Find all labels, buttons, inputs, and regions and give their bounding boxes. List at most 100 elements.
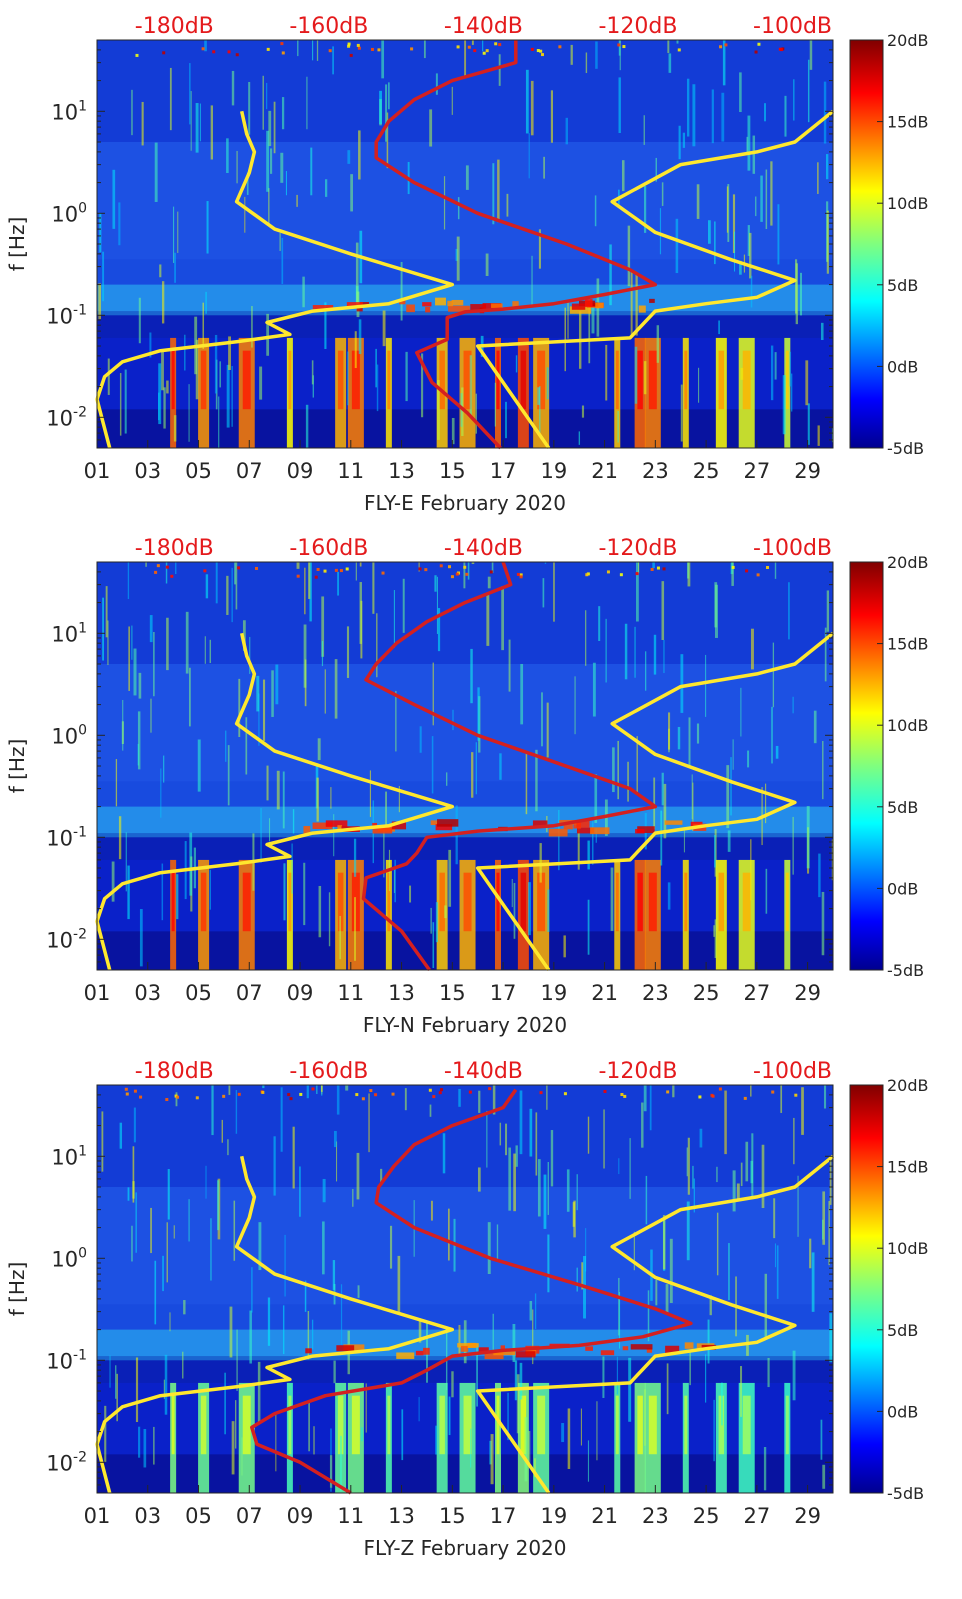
x-tick-label: 25: [693, 1504, 720, 1528]
y-tick-label: 100: [51, 722, 87, 748]
top-db-label: -160dB: [289, 1059, 368, 1084]
spectrogram-panel-1: 10-2 10-1 100 101 01 03 05 07 09 11 13 15 17 19 21 23 25…: [5, 14, 929, 515]
y-tick-label: 100: [51, 200, 87, 226]
x-tick-label: 21: [591, 459, 618, 483]
x-tick-label: 05: [185, 981, 212, 1005]
x-tick-label: 25: [693, 981, 720, 1005]
x-tick-label: 07: [236, 1504, 263, 1528]
red-psd-curve: [361, 561, 658, 972]
colorbar-tick-label: 10dB: [887, 716, 929, 735]
top-db-label: -140dB: [444, 14, 523, 39]
x-tick-label: 27: [743, 981, 770, 1005]
x-tick-label: 17: [490, 1504, 517, 1528]
colorbar-tick-label: 15dB: [887, 113, 929, 132]
x-tick-label: 03: [134, 459, 161, 483]
x-tick-label: 19: [540, 981, 567, 1005]
y-tick-label: 10-1: [46, 1347, 87, 1373]
colorbar-tick-label: 5dB: [887, 276, 918, 295]
x-axis-label: FLY-N February 2020: [363, 1013, 567, 1037]
colorbar-tick-label: 0dB: [887, 1402, 918, 1421]
yellow-noise-model-curve: [475, 1154, 835, 1495]
y-tick-label: 101: [51, 98, 87, 124]
x-tick-label: 15: [439, 1504, 466, 1528]
red-psd-curve: [250, 1088, 693, 1495]
yellow-noise-model-curve: [95, 632, 455, 971]
y-axis-label: f [Hz]: [5, 1262, 29, 1317]
x-tick-label: 01: [84, 981, 111, 1005]
y-tick-label: 10-2: [46, 926, 87, 952]
x-tick-label: 27: [743, 459, 770, 483]
x-tick-label: 23: [642, 459, 669, 483]
colorbar-tick-label: 0dB: [887, 357, 918, 376]
colorbar: 20dB 15dB 10dB 5dB 0dB -5dB: [849, 553, 929, 980]
x-tick-label: 11: [337, 1504, 364, 1528]
x-tick-label: 19: [540, 459, 567, 483]
heatmap-field: [97, 562, 834, 970]
x-tick-label: 05: [185, 1504, 212, 1528]
x-tick-label: 05: [185, 459, 212, 483]
colorbar-tick-label: -5dB: [887, 1484, 924, 1503]
y-tick-label: 10-1: [46, 824, 87, 850]
y-tick-label: 10-1: [46, 302, 87, 328]
y-tick-label: 10-2: [46, 1449, 87, 1475]
colorbar-tick-label: 0dB: [887, 879, 918, 898]
x-tick-label: 21: [591, 981, 618, 1005]
y-axis-label: f [Hz]: [5, 217, 29, 272]
top-db-label: -140dB: [444, 1059, 523, 1084]
x-tick-label: 13: [388, 459, 415, 483]
heatmap-field: [97, 40, 834, 448]
x-tick-label: 03: [134, 1504, 161, 1528]
colorbar-tick-label: 20dB: [887, 31, 929, 50]
spectrogram-panel-3: 10-2 10-1 100 101 01 03 05 07 09 11 13 15 17 19 21 23 25…: [5, 1059, 929, 1560]
x-tick-label: 29: [794, 1504, 821, 1528]
top-db-label: -100dB: [753, 536, 832, 561]
colorbar-tick-label: 5dB: [887, 798, 918, 817]
x-tick-label: 13: [388, 1504, 415, 1528]
heatmap-field: [97, 1085, 833, 1493]
x-tick-label: 07: [236, 459, 263, 483]
yellow-noise-model-curve: [95, 1155, 455, 1494]
colorbar: 20dB 15dB 10dB 5dB 0dB -5dB: [849, 31, 929, 458]
x-tick-label: 09: [287, 981, 314, 1005]
y-tick-label: 101: [51, 1143, 87, 1169]
colorbar-tick-label: 20dB: [887, 1076, 929, 1095]
x-tick-label: 29: [794, 981, 821, 1005]
top-db-label: -160dB: [289, 14, 368, 39]
yellow-noise-model-curve: [475, 109, 835, 450]
top-db-label: -120dB: [598, 536, 677, 561]
colorbar-tick-label: 20dB: [887, 553, 929, 572]
x-tick-label: 23: [642, 981, 669, 1005]
x-tick-label: 11: [337, 459, 364, 483]
colorbar: 20dB 15dB 10dB 5dB 0dB -5dB: [849, 1076, 929, 1503]
colorbar-tick-label: 5dB: [887, 1321, 918, 1340]
red-psd-curve: [374, 40, 658, 450]
top-db-label: -120dB: [598, 14, 677, 39]
colorbar-tick-label: -5dB: [887, 439, 924, 458]
spectrogram-panel-2: 10-2 10-1 100 101 01 03 05 07 09 11 13 15 17 19 21 23 25…: [5, 536, 929, 1037]
colorbar-tick-label: 15dB: [887, 1158, 929, 1177]
x-tick-label: 21: [591, 1504, 618, 1528]
top-db-label: -100dB: [753, 1059, 832, 1084]
x-tick-label: 19: [540, 1504, 567, 1528]
top-db-label: -180dB: [135, 1059, 214, 1084]
x-tick-label: 09: [287, 459, 314, 483]
y-tick-label: 10-2: [46, 404, 87, 430]
x-axis-label: FLY-E February 2020: [364, 491, 566, 515]
top-db-label: -100dB: [753, 14, 832, 39]
y-tick-label: 101: [51, 620, 87, 646]
x-tick-label: 13: [388, 981, 415, 1005]
x-tick-label: 03: [134, 981, 161, 1005]
x-tick-label: 09: [287, 1504, 314, 1528]
top-db-label: -120dB: [598, 1059, 677, 1084]
top-db-label: -140dB: [444, 536, 523, 561]
colorbar-tick-label: -5dB: [887, 961, 924, 980]
yellow-noise-model-curve: [475, 631, 835, 972]
colorbar-tick-label: 10dB: [887, 194, 929, 213]
x-tick-label: 01: [84, 459, 111, 483]
x-tick-label: 07: [236, 981, 263, 1005]
top-db-label: -180dB: [135, 14, 214, 39]
x-axis-label: FLY-Z February 2020: [364, 1536, 567, 1560]
x-tick-label: 29: [794, 459, 821, 483]
x-tick-label: 15: [439, 459, 466, 483]
